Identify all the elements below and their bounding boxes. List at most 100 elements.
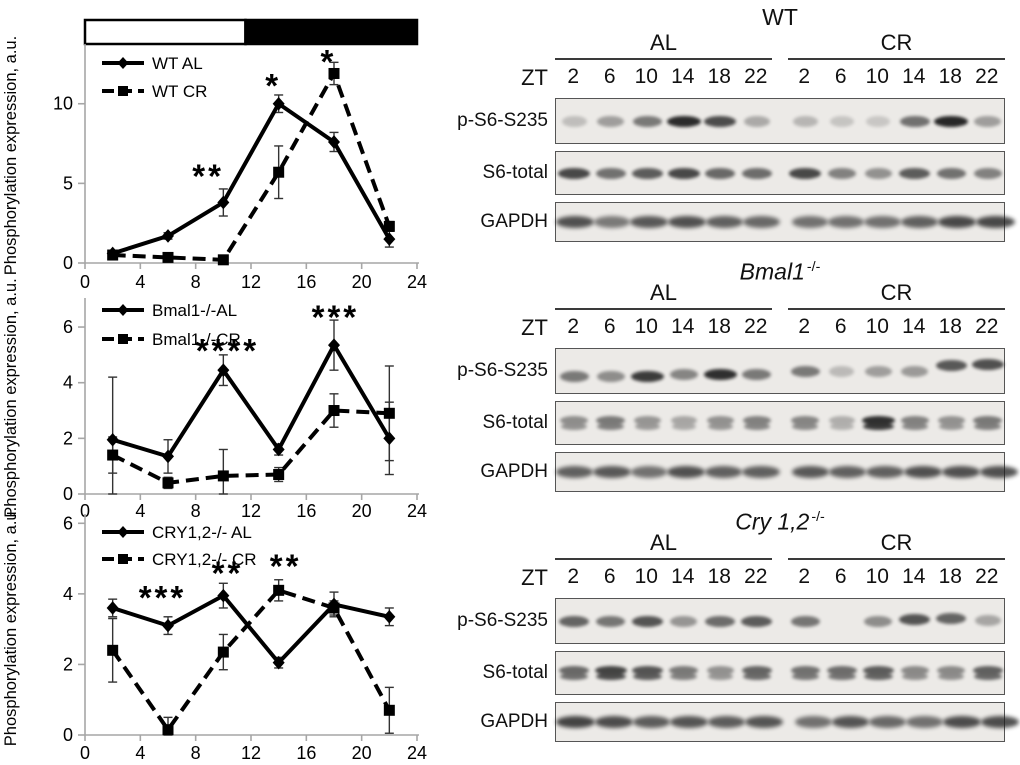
series-line-cr	[111, 588, 392, 734]
band-cell	[791, 203, 828, 241]
blot-band	[630, 216, 668, 228]
x-tick-label: 20	[352, 501, 372, 521]
blot-band	[670, 615, 698, 627]
blot-band	[745, 716, 784, 728]
band-cell	[629, 652, 666, 694]
diamond-marker	[272, 442, 285, 457]
blot-band	[632, 115, 662, 127]
group-header-al: AL	[555, 30, 772, 60]
band-cell	[666, 652, 703, 694]
diamond-marker	[272, 655, 285, 670]
band-cell	[705, 203, 743, 241]
blot-band	[866, 466, 904, 478]
x-tick-label: 12	[241, 272, 261, 292]
lane-number: 10	[634, 565, 658, 588]
blot-band	[594, 665, 627, 675]
blot-band	[630, 370, 664, 382]
blot-band	[864, 615, 893, 627]
band-cell	[702, 599, 739, 643]
lane-number: 18	[707, 65, 731, 88]
blot-band	[556, 216, 594, 228]
lane-number: 6	[834, 65, 847, 88]
blot-band	[559, 370, 589, 382]
lane-number: 6	[834, 565, 847, 588]
square-marker	[162, 477, 174, 489]
y-tick-label: 4	[63, 584, 73, 604]
series-line-cr	[112, 68, 392, 262]
band-cell	[900, 203, 938, 241]
blot-band	[792, 115, 818, 127]
band-cell	[593, 652, 630, 694]
significance-stars: **	[212, 554, 244, 591]
lane-number: 10	[865, 565, 889, 588]
band-cell	[707, 703, 746, 741]
band-cell	[593, 453, 631, 491]
blot-band	[900, 665, 929, 675]
band-cell	[666, 599, 703, 643]
blot-row-label: p-S6-S235	[457, 110, 548, 131]
group-gap	[772, 530, 788, 560]
significance-stars: ***	[312, 299, 360, 336]
diamond-marker	[162, 449, 174, 464]
blot-band	[942, 716, 981, 728]
lane-number: 18	[938, 65, 962, 88]
band-cell	[824, 99, 861, 143]
band-cell	[831, 703, 870, 741]
blot-band	[559, 665, 590, 675]
blot-membrane-box	[555, 702, 1019, 742]
blot-band	[862, 665, 894, 675]
lane-number: 22	[744, 65, 768, 88]
band-cell	[742, 453, 780, 491]
chart-cry12: 0 2 4 6 0 4 8 12 16 20 24 Phosphorylation expressio…	[0, 507, 440, 765]
lane-number: 18	[938, 565, 962, 588]
lane-number: 10	[865, 65, 889, 88]
band-cell	[556, 453, 594, 491]
blot-membrane-box	[555, 401, 1005, 445]
band-cell	[787, 99, 824, 143]
zt-label: ZT	[521, 315, 548, 340]
group-header-cr: CR	[788, 30, 1005, 60]
blot-panel-cry12: Cry 1,2 -/- AL CR ZT 2 6 10 14 18 22 2 6 10 14 18 22 p-S6…	[440, 500, 1020, 765]
y-axis-title: Phosphorylation expression, a.u.	[2, 278, 20, 517]
band-cell	[594, 703, 633, 741]
blot-band	[556, 716, 595, 728]
blot-band	[631, 615, 663, 627]
lane-number-area: 2 6 10 14 18 22 2 6 10 14 18 22	[555, 563, 1005, 591]
band-cell	[897, 652, 934, 694]
blot-band	[631, 167, 663, 179]
blot-band	[596, 615, 626, 627]
blot-band	[670, 716, 708, 728]
band-cell	[666, 152, 703, 194]
legend-square-marker	[118, 86, 128, 96]
blot-band	[666, 115, 701, 127]
zt-row: ZT 2 6 10 14 18 22 2 6 10 14 18 22	[440, 310, 1020, 341]
blot-band	[974, 614, 1001, 626]
blot-membrane-box	[555, 651, 1005, 695]
blot-band	[630, 466, 668, 478]
band-cell	[630, 453, 668, 491]
band-cell	[594, 203, 630, 241]
band-cell	[903, 453, 942, 491]
blot-band	[900, 216, 938, 228]
blot-band	[706, 665, 734, 675]
blot-row-label: p-S6-S235	[457, 360, 548, 381]
band-cell	[787, 599, 824, 643]
diamond-marker	[106, 601, 119, 615]
blot-row-label: p-S6-S235	[457, 610, 548, 631]
zt-label: ZT	[521, 565, 548, 590]
blot-band	[705, 615, 736, 627]
band-cell	[860, 599, 897, 643]
x-tick-label: 0	[80, 272, 90, 292]
y-tick-label: 10	[53, 94, 73, 114]
blot-band	[670, 415, 697, 425]
blot-band	[596, 415, 626, 425]
blot-band	[934, 115, 969, 127]
blot-band	[789, 167, 822, 179]
band-cell	[787, 349, 824, 393]
band-cell	[787, 402, 824, 444]
blot-row-label: GAPDH	[480, 711, 548, 732]
blot-band	[864, 365, 892, 377]
band-cell	[556, 703, 595, 741]
series-line-al	[112, 341, 392, 459]
